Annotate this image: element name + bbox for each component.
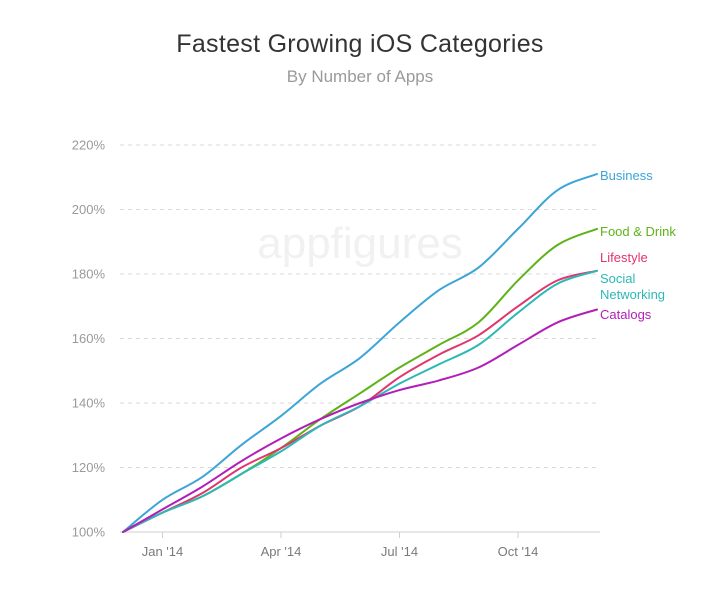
y-tick-label: 220% bbox=[72, 138, 106, 153]
watermark: appfigures bbox=[257, 219, 462, 268]
y-tick-label: 120% bbox=[72, 460, 106, 475]
series-line-catalogs bbox=[122, 308, 598, 533]
y-tick-label: 100% bbox=[72, 525, 106, 540]
y-tick-label: 200% bbox=[72, 202, 106, 217]
x-tick-label: Oct '14 bbox=[498, 544, 539, 559]
series-label-business: Business bbox=[600, 168, 653, 183]
series-line-lifestyle bbox=[122, 269, 598, 533]
series-label-social-networking: Social Networking bbox=[600, 271, 665, 302]
series-line-business bbox=[122, 173, 598, 533]
chart-title: Fastest Growing iOS Categories bbox=[176, 30, 544, 58]
series-label-line: Social bbox=[600, 271, 636, 286]
x-tick-label: Apr '14 bbox=[261, 544, 302, 559]
series-label-line: Catalogs bbox=[600, 307, 652, 322]
series-label-line: Lifestyle bbox=[600, 250, 648, 265]
series-label-line: Food & Drink bbox=[600, 224, 676, 239]
x-tick-label: Jul '14 bbox=[381, 544, 418, 559]
series-line-social-networking bbox=[122, 269, 598, 533]
series-label-line: Networking bbox=[600, 287, 665, 302]
series-label-catalogs: Catalogs bbox=[600, 307, 652, 322]
y-tick-label: 140% bbox=[72, 396, 106, 411]
series-label-line: Business bbox=[600, 168, 653, 183]
x-tick-label: Jan '14 bbox=[142, 544, 184, 559]
series-label-lifestyle: Lifestyle bbox=[600, 250, 648, 265]
y-tick-label: 180% bbox=[72, 267, 106, 282]
series-label-food-and-drink: Food & Drink bbox=[600, 224, 676, 239]
chart-subtitle: By Number of Apps bbox=[286, 67, 434, 86]
y-tick-label: 160% bbox=[72, 331, 106, 346]
